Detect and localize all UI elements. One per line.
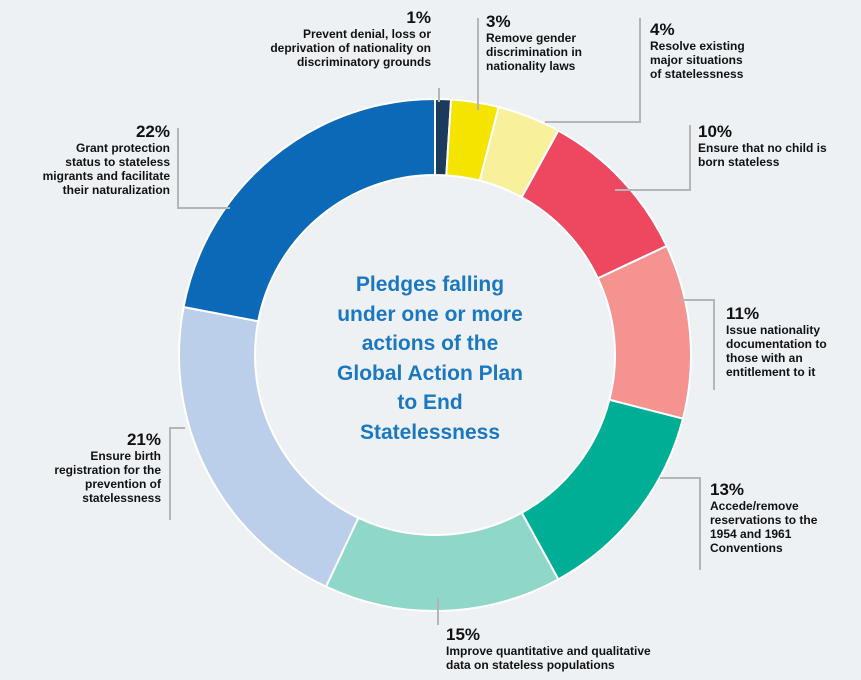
slice-percent: 21% xyxy=(126,430,161,449)
slice-percent: 22% xyxy=(135,122,170,141)
leader-line-11 xyxy=(680,299,715,390)
slice-description: Accede/remove reservations to the 1954 a… xyxy=(710,499,818,555)
center-title-line: actions of the xyxy=(361,332,499,355)
center-title: Pledges falling under one or more action… xyxy=(325,270,535,447)
slice-percent: 1% xyxy=(406,8,431,27)
center-title-line: Pledges falling xyxy=(355,273,505,296)
slice-description: Resolve existing major situations of sta… xyxy=(650,39,745,81)
slice-label-10pct: 10% Ensure that no child is born statele… xyxy=(698,122,860,169)
donut-slice-11pct xyxy=(596,244,692,420)
slice-percent: 4% xyxy=(650,20,675,39)
slice-description: Issue nationality documentation to those… xyxy=(726,323,827,379)
slice-percent: 13% xyxy=(710,480,745,499)
leader-line-4 xyxy=(545,18,641,123)
center-title-line: under one or more xyxy=(337,302,523,326)
slice-description: Ensure that no child is born stateless xyxy=(698,141,827,169)
slice-label-1pct: 1% Prevent denial, loss or deprivation o… xyxy=(201,8,431,69)
slice-description: Prevent denial, loss or deprivation of n… xyxy=(270,27,431,69)
donut-slice-15pct xyxy=(324,511,560,612)
slice-label-4pct: 4% Resolve existing major situations of … xyxy=(650,20,790,81)
slice-label-22pct: 22% Grant protection status to stateless… xyxy=(0,122,170,197)
slice-percent: 10% xyxy=(698,122,733,141)
slice-description: Ensure birth registration for the preven… xyxy=(54,449,161,505)
center-title-line: Statelessness xyxy=(359,420,501,444)
center-title-line: to End xyxy=(397,391,463,414)
slice-description: Improve quantitative and qualitative dat… xyxy=(446,644,651,672)
leader-line-21 xyxy=(169,427,185,520)
slice-label-3pct: 3% Remove gender discrimination in natio… xyxy=(486,12,626,73)
center-title-line: Global Action Plan xyxy=(337,361,523,385)
slice-label-13pct: 13% Accede/remove reservations to the 19… xyxy=(710,480,855,555)
slice-label-15pct: 15% Improve quantitative and qualitative… xyxy=(446,625,746,672)
slice-description: Grant protection status to stateless mig… xyxy=(42,141,170,197)
slice-percent: 11% xyxy=(726,304,760,323)
slice-label-21pct: 21% Ensure birth registration for the pr… xyxy=(1,430,161,505)
slice-label-11pct: 11% Issue nationality documentation to t… xyxy=(726,304,858,379)
leader-lines xyxy=(169,18,715,625)
donut-slice-13pct xyxy=(520,398,685,581)
donut-slices xyxy=(178,97,692,612)
slice-percent: 15% xyxy=(446,625,481,644)
leader-line-22 xyxy=(177,128,230,209)
leader-line-10 xyxy=(615,125,691,191)
slice-percent: 3% xyxy=(486,12,511,31)
slice-description: Remove gender discrimination in national… xyxy=(486,31,583,73)
leader-line-13 xyxy=(660,477,701,570)
